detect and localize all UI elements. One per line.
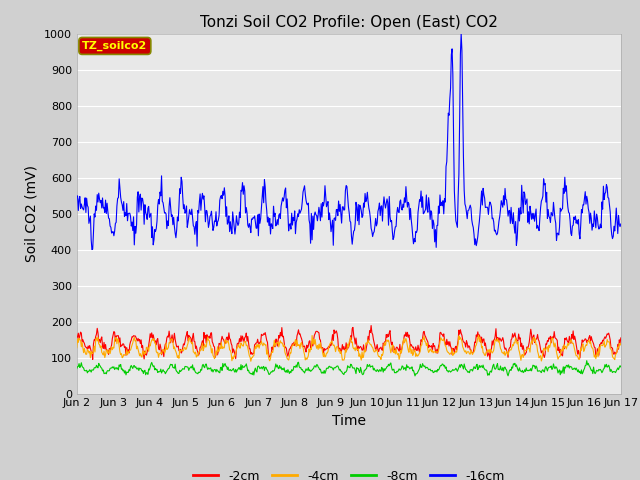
Legend: -2cm, -4cm, -8cm, -16cm: -2cm, -4cm, -8cm, -16cm <box>188 465 509 480</box>
Title: Tonzi Soil CO2 Profile: Open (East) CO2: Tonzi Soil CO2 Profile: Open (East) CO2 <box>200 15 498 30</box>
X-axis label: Time: Time <box>332 414 366 428</box>
Y-axis label: Soil CO2 (mV): Soil CO2 (mV) <box>24 165 38 262</box>
Text: TZ_soilco2: TZ_soilco2 <box>82 41 147 51</box>
